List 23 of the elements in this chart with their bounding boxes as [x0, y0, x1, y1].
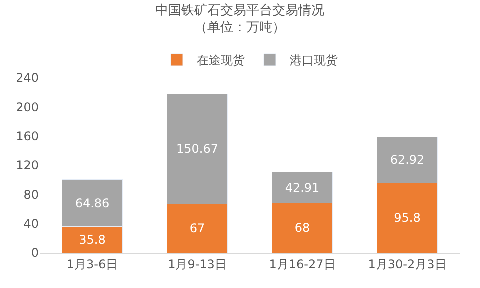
chart-subtitle: （单位：万吨）: [194, 20, 286, 36]
data-label: 64.86: [75, 196, 110, 210]
y-tick-label: 0: [31, 246, 39, 260]
data-label: 42.91: [285, 180, 320, 195]
x-tick-label: 1月16-27日: [269, 257, 336, 272]
y-tick-label: 160: [16, 130, 39, 144]
x-tick-label: 1月30-2月3日: [368, 257, 447, 272]
legend-label: 港口现货: [290, 54, 338, 68]
y-tick-label: 240: [16, 71, 39, 86]
data-label: 68: [294, 221, 310, 236]
data-label: 150.67: [176, 142, 218, 156]
legend-label: 在途现货: [197, 54, 245, 68]
y-tick-label: 200: [16, 100, 39, 114]
data-label: 67: [190, 222, 206, 236]
x-tick-label: 1月3-6日: [66, 257, 118, 272]
data-label: 95.8: [394, 211, 421, 226]
data-label: 35.8: [79, 232, 106, 247]
y-tick-label: 120: [16, 158, 39, 173]
y-tick-label: 80: [24, 188, 39, 202]
x-tick-label: 1月9-13日: [168, 257, 227, 272]
chart-title: 中国铁矿石交易平台交易情况: [156, 2, 324, 18]
data-label: 62.92: [390, 153, 425, 168]
y-tick-label: 40: [24, 217, 39, 232]
